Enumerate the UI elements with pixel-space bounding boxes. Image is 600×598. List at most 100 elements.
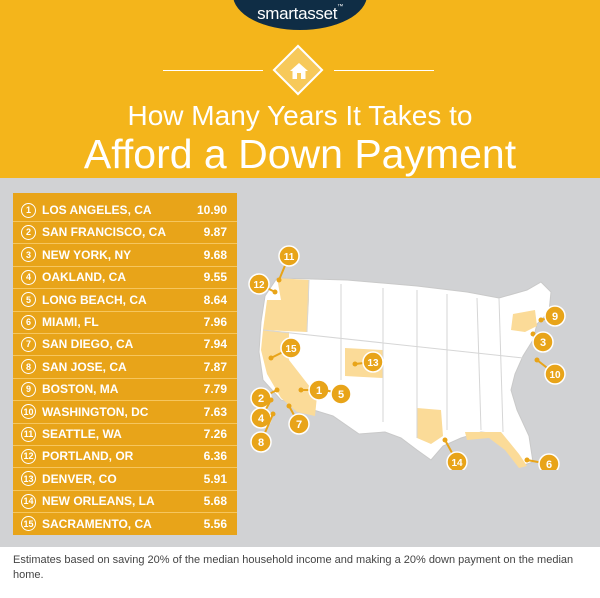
header-banner: smartasset™ How Many Years It Takes to A… [0,0,600,178]
rank-city: SEATTLE, WA [42,427,122,441]
rank-value: 5.68 [203,494,227,509]
state-oregon [263,300,309,332]
ranking-divider [13,243,237,245]
rank-number: 15 [21,516,36,532]
rank-number: 9 [21,381,36,397]
map-marker: 5 [322,383,352,405]
state-california [261,330,317,416]
brand-trademark: ™ [337,4,343,10]
rank-value: 5.91 [203,471,227,486]
state-borders [262,279,524,438]
ranking-divider [13,400,237,402]
header-divider-right [334,70,434,71]
rank-value: 7.63 [203,404,227,419]
rank-city: SAN JOSE, CA [42,359,127,374]
footnote: Estimates based on saving 20% of the med… [13,554,574,581]
rank-city: DENVER, CO [42,471,117,486]
rank-city: OAKLAND, CA [42,270,126,285]
map-marker: 8 [250,411,276,453]
map-marker: 9 [538,305,566,327]
rank-city: BOSTON, MA [42,382,119,397]
rank-value: 7.26 [203,427,227,441]
ranking-row: 1 LOS ANGELES, CA 10.90 [13,199,237,221]
title-line-2: Afford a Down Payment [83,131,517,177]
map-marker-dot [538,317,544,323]
map-marker-label: 4 [258,413,265,425]
map-marker-label: 13 [367,358,379,369]
map-marker-badge [250,431,272,453]
rank-value: 9.55 [203,270,227,285]
rank-city: SACRAMENTO, CA [42,516,152,531]
ranking-row: 6 MIAMI, FL 7.96 [13,311,237,333]
rank-value: 5.56 [203,516,227,531]
state-washington [277,278,309,300]
map-marker-dot [270,411,276,417]
map-marker: 3 [530,331,554,353]
brand-logo: smartasset™ [233,4,367,24]
ranking-divider [13,467,237,469]
map-marker-label: 2 [258,393,264,405]
title-line-1: How Many Years It Takes to [127,100,473,131]
map-marker-badge [446,451,468,470]
ranking-divider [13,221,237,222]
map-marker-dot [530,331,536,337]
map-marker-badge [362,351,384,373]
map-marker-dot [276,277,282,283]
map-marker-badge [532,331,554,353]
map-marker-label: 8 [258,437,264,449]
rank-city: NEW ORLEANS, LA [42,494,155,509]
map-marker: 7 [286,403,310,435]
rank-number: 11 [21,426,36,442]
map-marker-label: 10 [549,370,561,381]
map-marker-label: 14 [451,458,463,469]
map-marker-badge [544,305,566,327]
map-marker-label: 6 [546,459,552,470]
ranking-row: 11 SEATTLE, WA 7.26 [13,423,237,445]
ranking-divider [13,377,237,379]
rank-value: 8.64 [203,292,227,307]
rank-number: 2 [21,224,36,240]
map-marker-label: 5 [338,389,344,401]
rank-number: 10 [21,404,36,420]
map-marker: 11 [276,245,300,283]
rank-city: NEW YORK, NY [42,247,132,262]
ranking-row: 14 NEW ORLEANS, LA 5.68 [13,490,237,512]
map-marker: 6 [524,453,560,470]
map-marker: 4 [250,397,274,429]
map-marker-dot [352,361,358,367]
map-marker-dot [268,355,274,361]
rank-number: 5 [21,292,36,308]
map-marker-dot [272,289,278,295]
ranking-divider [13,265,237,267]
ranking-divider [13,310,237,312]
rank-value: 7.96 [203,315,227,329]
ranking-row: 10 WASHINGTON, DC 7.63 [13,401,237,423]
rank-city: MIAMI, FL [42,315,99,329]
map-marker-badge [248,273,270,295]
map-marker-badge [288,413,310,435]
map-marker-dot [534,357,540,363]
map-marker-label: 12 [253,280,265,291]
ranking-divider [13,422,237,424]
state-florida [465,432,527,468]
map-marker-label: 7 [296,419,302,431]
rank-value: 7.79 [203,382,227,397]
map-marker-badge [544,363,566,385]
rank-value: 10.90 [196,203,227,217]
map-marker-dot [442,437,448,443]
ranking-divider [13,445,237,446]
rank-city: LOS ANGELES, CA [42,203,152,217]
rank-value: 7.87 [203,359,227,374]
map-marker-badge [538,453,560,470]
map-marker-dot [268,397,274,403]
map-marker: 13 [352,351,384,373]
rank-city: LONG BEACH, CA [42,292,147,307]
ranking-row: 13 DENVER, CO 5.91 [13,468,237,490]
state-new-york [511,310,537,332]
rank-city: SAN DIEGO, CA [42,337,134,352]
ranking-row: 15 SACRAMENTO, CA 5.56 [13,513,237,535]
map-marker-label: 9 [552,311,558,323]
map-marker: 12 [248,273,278,295]
